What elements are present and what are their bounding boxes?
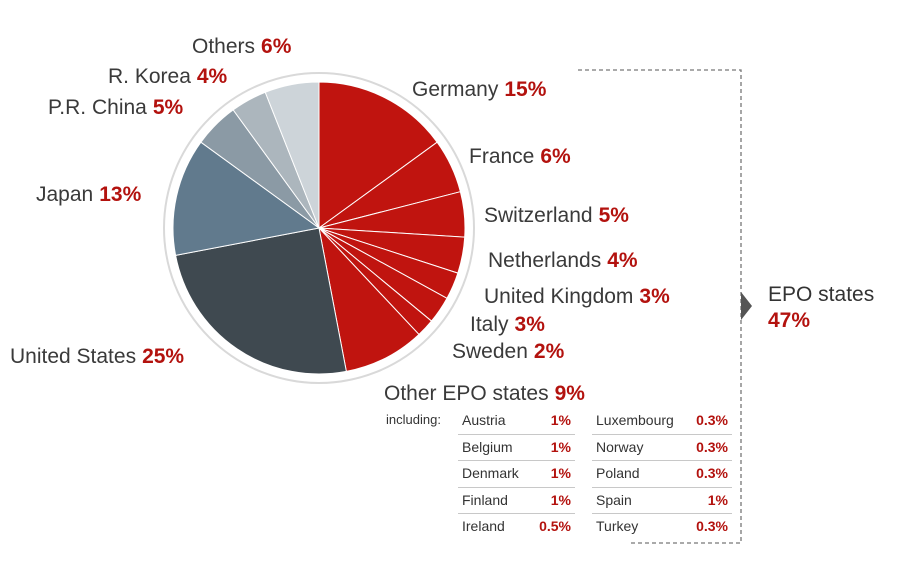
breakdown-row: Norway 0.3% bbox=[592, 435, 732, 461]
pie-slice-other-epo-states bbox=[318, 226, 420, 372]
slice-label-value: 15% bbox=[504, 78, 547, 101]
breakdown-country: Spain bbox=[596, 491, 632, 508]
breakdown-value: 0.3% bbox=[696, 465, 728, 481]
breakdown-country: Ireland bbox=[462, 518, 505, 534]
breakdown-row: Denmark 1% bbox=[458, 461, 575, 488]
breakdown-row: Austria 1% bbox=[458, 408, 575, 435]
epo-group-name: EPO states bbox=[768, 283, 875, 306]
slice-label-value: 3% bbox=[514, 313, 545, 336]
slice-label-name: Others bbox=[192, 35, 256, 58]
slice-label-name: United States bbox=[10, 345, 137, 368]
slice-label-germany: Germany 15% bbox=[412, 78, 546, 102]
slice-label-switzerland: Switzerland 5% bbox=[484, 204, 629, 228]
slice-label-name: Japan bbox=[36, 183, 94, 206]
slice-label-name: United Kingdom bbox=[484, 285, 634, 308]
epo-group-label: EPO states 47% bbox=[768, 282, 874, 334]
slice-label-other-epo-states: Other EPO states 9% bbox=[384, 382, 585, 406]
breakdown-country: Finland bbox=[462, 491, 508, 508]
breakdown-value: 1% bbox=[550, 438, 571, 455]
pie-slice-others bbox=[264, 81, 320, 229]
breakdown-table-left: Austria 1% Belgium 1% Denmark 1% Finland 1% Irel… bbox=[458, 408, 575, 540]
slice-label-name: Netherlands bbox=[488, 249, 602, 272]
epo-group-value: 47% bbox=[768, 309, 811, 332]
slice-label-p-r-china: P.R. China 5% bbox=[48, 96, 183, 120]
slice-label-value: 6% bbox=[540, 145, 571, 168]
slice-label-japan: Japan 13% bbox=[36, 183, 141, 207]
slice-label-value: 2% bbox=[533, 340, 565, 363]
breakdown-value: 0.3% bbox=[696, 438, 728, 455]
breakdown-row: Poland 0.3% bbox=[592, 461, 732, 488]
breakdown-row: Turkey 0.3% bbox=[592, 514, 732, 540]
slice-label-netherlands: Netherlands 4% bbox=[488, 249, 638, 273]
breakdown-country: Belgium bbox=[462, 438, 513, 455]
breakdown-country: Turkey bbox=[596, 518, 639, 534]
breakdown-table-right: Luxembourg 0.3% Norway 0.3% Poland 0.3% Spain 1… bbox=[592, 408, 732, 540]
breakdown-value: 0.3% bbox=[696, 412, 728, 428]
slice-label-value: 13% bbox=[99, 183, 142, 206]
breakdown-row: Belgium 1% bbox=[458, 435, 575, 461]
breakdown-value: 1% bbox=[550, 465, 571, 481]
breakdown-value: 1% bbox=[550, 412, 571, 428]
epo-bracket-arrow bbox=[741, 292, 752, 320]
slice-label-name: Other EPO states bbox=[384, 382, 549, 405]
slice-label-united-states: United States 25% bbox=[10, 345, 184, 369]
breakdown-value: 0.5% bbox=[539, 518, 571, 534]
slice-label-france: France 6% bbox=[469, 145, 571, 169]
breakdown-value: 1% bbox=[550, 491, 571, 508]
slice-label-name: P.R. China bbox=[48, 96, 147, 119]
pie-slice-united-states bbox=[175, 227, 347, 375]
slice-label-value: 25% bbox=[142, 345, 185, 368]
breakdown-country: Norway bbox=[596, 438, 644, 455]
slice-label-united-kingdom: United Kingdom 3% bbox=[484, 285, 670, 309]
slice-label-name: R. Korea bbox=[108, 65, 191, 88]
slice-label-value: 5% bbox=[598, 204, 629, 227]
breakdown-intro: including: bbox=[386, 412, 441, 427]
pie-slice-japan bbox=[172, 141, 321, 256]
slice-label-value: 6% bbox=[261, 35, 292, 58]
slice-label-name: Germany bbox=[412, 78, 499, 101]
breakdown-country: Luxembourg bbox=[596, 412, 674, 428]
breakdown-row: Luxembourg 0.3% bbox=[592, 408, 732, 435]
slice-label-value: 9% bbox=[554, 382, 585, 405]
slice-label-name: Sweden bbox=[452, 340, 528, 363]
slice-label-italy: Italy 3% bbox=[470, 313, 545, 337]
slice-label-r-korea: R. Korea 4% bbox=[108, 65, 227, 89]
slice-label-others: Others 6% bbox=[192, 35, 291, 59]
pie-slice-germany bbox=[318, 81, 438, 229]
breakdown-country: Poland bbox=[596, 465, 640, 481]
breakdown-value: 0.3% bbox=[696, 518, 728, 534]
slice-label-value: 5% bbox=[152, 96, 184, 119]
slice-label-value: 3% bbox=[639, 285, 670, 308]
breakdown-country: Austria bbox=[462, 412, 506, 428]
slice-label-value: 4% bbox=[607, 249, 638, 272]
breakdown-value: 1% bbox=[707, 491, 728, 508]
breakdown-row: Ireland 0.5% bbox=[458, 514, 575, 540]
breakdown-row: Finland 1% bbox=[458, 488, 575, 514]
slice-label-name: Italy bbox=[470, 313, 509, 336]
breakdown-country: Denmark bbox=[462, 465, 519, 481]
slice-label-name: Switzerland bbox=[484, 204, 593, 227]
breakdown-row: Spain 1% bbox=[592, 488, 732, 514]
slice-label-name: France bbox=[469, 145, 535, 168]
slice-label-sweden: Sweden 2% bbox=[452, 340, 564, 364]
slice-label-value: 4% bbox=[196, 65, 228, 88]
